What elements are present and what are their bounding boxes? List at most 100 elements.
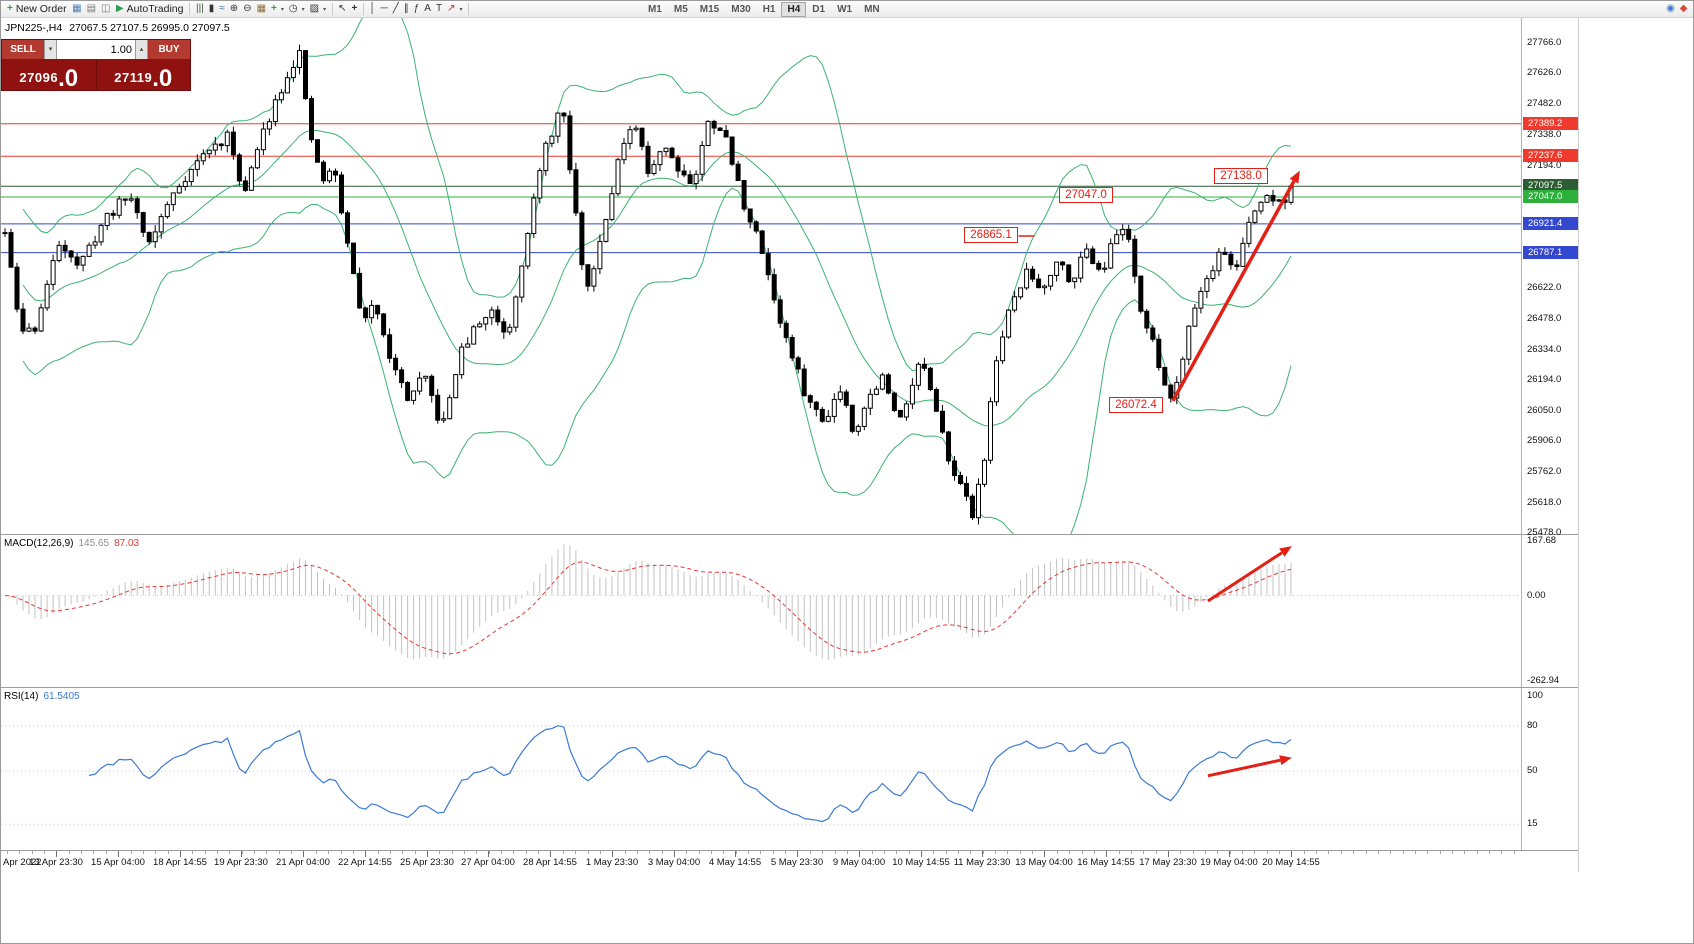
time-axis-tick	[414, 851, 416, 854]
time-axis-tick	[68, 851, 70, 854]
price-annotation[interactable]: 26072.4	[1109, 397, 1163, 413]
chevron-down-icon: ▾	[323, 6, 327, 13]
trend-arrow-rsi[interactable]	[1207, 755, 1292, 778]
time-axis-tick	[1093, 851, 1095, 854]
timeframe-button-h4[interactable]: H4	[781, 1, 807, 17]
one-click-trading-widget: SELL ▾ ▴ BUY 27096.0 27119.0	[1, 39, 191, 91]
profiles-icon: ▤	[86, 3, 97, 14]
cursor-icon[interactable]: ↖	[336, 2, 349, 17]
timeframe-button-m30[interactable]: M30	[725, 2, 756, 17]
price-annotation[interactable]: 27047.0	[1059, 187, 1113, 203]
time-axis-tick	[1007, 851, 1009, 854]
trend-arrow-main[interactable]	[1171, 170, 1300, 402]
time-axis-tick	[760, 851, 762, 854]
rsi-axis-label: 80	[1527, 720, 1538, 731]
crosshair-icon[interactable]: +	[349, 2, 360, 17]
text-icon[interactable]: A	[422, 2, 434, 17]
price-axis-label: 27482.0	[1527, 98, 1562, 109]
time-axis-tick	[377, 851, 379, 854]
volume-input[interactable]	[57, 40, 135, 59]
new-order-button[interactable]: + New Order	[4, 2, 70, 17]
channel-icon[interactable]: ∥	[401, 2, 411, 17]
fibonacci-icon[interactable]: ƒ	[411, 2, 422, 17]
price-axis-label: 25478.0	[1527, 527, 1562, 538]
candlestick-chart-icon[interactable]: ▮	[206, 2, 217, 17]
time-axis-tick	[1242, 851, 1243, 854]
time-axis-tick	[735, 851, 736, 857]
trend-arrow-macd[interactable]	[1207, 546, 1292, 603]
time-axis-tick	[229, 851, 231, 854]
periods-button[interactable]: ◷ ▾	[286, 2, 307, 17]
new-chart-icon: ▦	[72, 3, 82, 14]
time-axis-label: Apr 2022	[3, 857, 42, 868]
macd-canvas[interactable]	[1, 535, 1521, 687]
vertical-line-icon[interactable]: │	[367, 2, 378, 17]
time-axis-tick	[1229, 851, 1230, 857]
rsi-axis[interactable]: 100 80 50 15	[1521, 688, 1578, 850]
new-chart-icon[interactable]: ▦	[70, 2, 84, 17]
price-axis-label: 25906.0	[1527, 435, 1562, 446]
timeframe-button-m5[interactable]: M5	[668, 2, 694, 17]
zoom-out-icon[interactable]: ⊖	[241, 2, 254, 17]
time-axis-tick	[1328, 851, 1330, 854]
indicators-button[interactable]: + ▾	[269, 2, 287, 17]
time-axis-label: 10 May 14:55	[892, 857, 950, 868]
arrows-tool-icon[interactable]: ↗ ▾	[445, 2, 465, 17]
price-annotation[interactable]: 26865.1	[964, 227, 1018, 243]
rsi-canvas[interactable]	[1, 688, 1521, 850]
line-chart-icon[interactable]: ≈	[217, 2, 228, 17]
label-icon[interactable]: T	[433, 2, 444, 17]
tile-windows-icon[interactable]: ▦	[254, 2, 268, 17]
timeframe-button-d1[interactable]: D1	[806, 2, 831, 17]
horizontal-line-icon[interactable]: ─	[378, 2, 390, 17]
profiles-icon[interactable]: ▤	[84, 2, 98, 17]
time-axis-tick	[612, 851, 613, 857]
zoom-in-icon[interactable]: ⊕	[227, 2, 240, 17]
alerts-icon[interactable]: ◆	[1677, 2, 1690, 17]
time-axis-tick	[19, 851, 21, 854]
trendline-icon[interactable]: ╱	[390, 2, 401, 17]
sell-price[interactable]: 27096.0	[2, 59, 96, 90]
time-axis-tick	[427, 851, 428, 857]
time-axis-label: 16 May 14:55	[1077, 857, 1135, 868]
time-axis-tick	[846, 851, 848, 854]
price-axis[interactable]: 27766.027626.027482.027338.027194.027050…	[1521, 18, 1578, 538]
price-axis-label: 26194.0	[1527, 374, 1562, 385]
time-axis-tick	[1489, 851, 1490, 854]
data-window-icon[interactable]: ◫	[99, 2, 113, 17]
time-axis-tick	[970, 851, 972, 854]
candlestick-chart-icon: ▮	[208, 3, 215, 14]
community-icon[interactable]: ◉	[1664, 2, 1678, 17]
time-axis-tick	[291, 851, 292, 854]
autotrading-button[interactable]: ▶ AutoTrading	[113, 2, 187, 17]
time-axis-tick	[958, 851, 959, 854]
timeframe-button-mn[interactable]: MN	[858, 2, 886, 17]
buy-price[interactable]: 27119.0	[95, 59, 191, 90]
time-axis-label: 19 Apr 23:30	[214, 857, 268, 868]
time-axis-tick	[365, 851, 366, 857]
timeframe-button-w1[interactable]: W1	[831, 2, 858, 17]
periods-button: ◷	[288, 3, 298, 14]
macd-axis[interactable]: 167.68 0.00 -262.94	[1521, 535, 1578, 687]
bars-chart-icon[interactable]: |||	[193, 2, 206, 17]
templates-button: ▨	[309, 3, 320, 14]
time-axis-tick	[1044, 851, 1045, 857]
buy-button[interactable]: BUY	[148, 40, 190, 59]
timeframe-button-h1[interactable]: H1	[757, 2, 782, 17]
price-axis-label: 26622.0	[1527, 282, 1562, 293]
price-chart-canvas[interactable]	[1, 18, 1521, 534]
rsi-axis-label: 50	[1527, 765, 1538, 776]
time-axis-tick	[797, 851, 798, 857]
chart-ohlc-values: 27067.5 27107.5 26995.0 27097.5	[69, 22, 230, 34]
time-axis-tick	[81, 851, 83, 854]
templates-button[interactable]: ▨ ▾	[307, 2, 328, 17]
volume-decrease-button[interactable]: ▾	[44, 40, 57, 59]
price-annotation[interactable]: 27138.0	[1214, 168, 1268, 184]
channel-icon: ∥	[403, 3, 409, 14]
time-axis[interactable]: Apr 2022 13 Apr 23:30 15 Apr 04:00 18 Apr 1…	[1, 850, 1578, 872]
volume-increase-button[interactable]: ▴	[135, 40, 148, 59]
timeframe-button-m15[interactable]: M15	[694, 2, 725, 17]
time-axis-tick	[1081, 851, 1083, 854]
sell-button[interactable]: SELL	[2, 40, 44, 59]
timeframe-button-m1[interactable]: M1	[642, 2, 668, 17]
